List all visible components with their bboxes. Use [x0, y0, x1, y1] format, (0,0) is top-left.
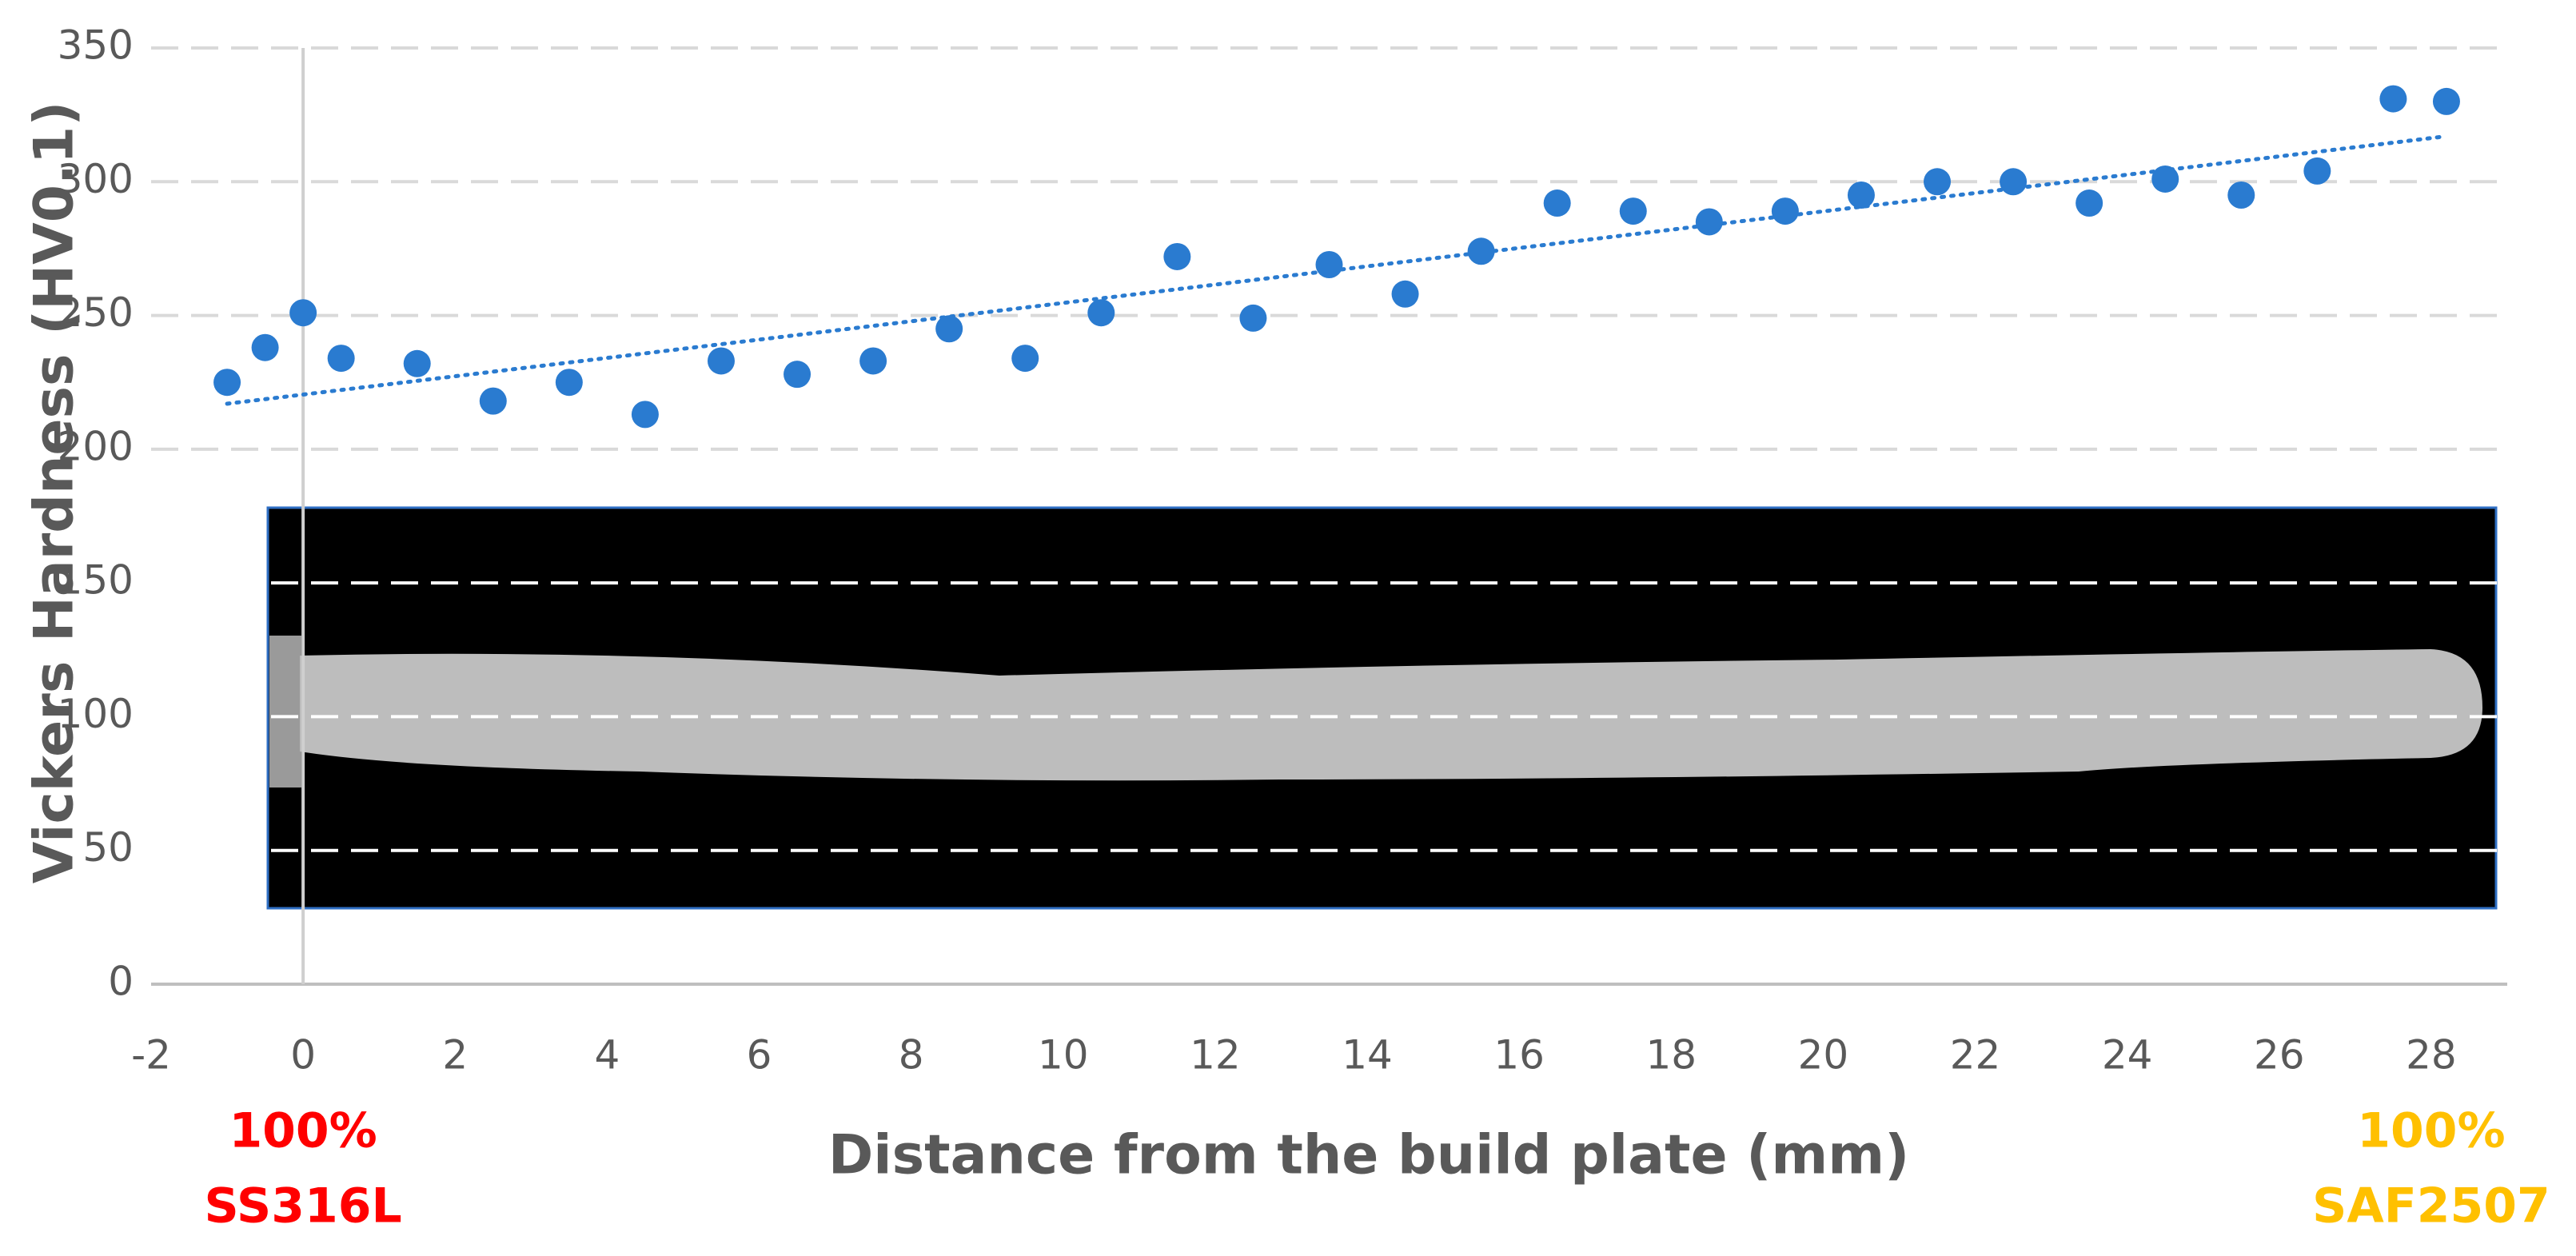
specimen [300, 649, 2482, 781]
x-tick-label: 6 [747, 1032, 772, 1079]
data-point [2432, 87, 2460, 115]
data-point [1619, 197, 1647, 225]
x-tick-label: 24 [2102, 1032, 2153, 1079]
data-point [784, 361, 811, 389]
x-tick-label: -2 [131, 1032, 171, 1079]
x-tick-label: 26 [2254, 1032, 2305, 1079]
y-tick-label: 150 [58, 557, 134, 604]
annotation: SS316L [205, 1178, 402, 1234]
data-point [1771, 197, 1799, 225]
data-point [859, 347, 887, 375]
data-point [1847, 181, 1875, 209]
data-point [2379, 85, 2407, 113]
data-point [1163, 242, 1191, 270]
x-tick-label: 14 [1342, 1032, 1393, 1079]
data-point [2227, 181, 2255, 209]
data-point [251, 333, 279, 361]
data-point [2000, 168, 2028, 196]
data-point [327, 345, 355, 373]
data-point [707, 347, 735, 375]
x-tick-label: 8 [899, 1032, 924, 1079]
data-point [289, 299, 317, 327]
y-tick-label: 300 [58, 156, 134, 202]
trendline [225, 134, 2449, 406]
data-point [1087, 299, 1115, 327]
x-tick-label: 2 [442, 1032, 468, 1079]
data-point [1543, 189, 1571, 217]
y-tick-label: 350 [58, 22, 134, 69]
x-tick-label: 18 [1645, 1032, 1697, 1079]
x-axis-title: Distance from the build plate (mm) [828, 1124, 1909, 1187]
data-point [631, 401, 659, 429]
x-tick-label: 10 [1038, 1032, 1089, 1079]
data-point [1239, 304, 1267, 332]
x-tick-label: 12 [1190, 1032, 1241, 1079]
y-axis-title: Vickers Hardness (HV0.1) [23, 102, 86, 884]
y-tick-label: 250 [58, 289, 134, 336]
x-tick-label: 4 [594, 1032, 620, 1079]
x-tick-label: 20 [1798, 1032, 1849, 1079]
data-point [479, 387, 507, 415]
annotation: 100% [2357, 1103, 2505, 1159]
data-point [2303, 157, 2331, 185]
x-tick-label: 0 [290, 1032, 316, 1079]
data-point [1924, 168, 1952, 196]
specimen-base [269, 636, 301, 787]
annotation: SAF2507 [2312, 1178, 2550, 1234]
x-tick-label: 16 [1493, 1032, 1545, 1079]
annotation: 100% [229, 1103, 377, 1159]
y-tick-label: 100 [58, 691, 134, 737]
x-tick-label: 28 [2406, 1032, 2457, 1079]
data-point [1695, 208, 1723, 236]
data-point [403, 349, 431, 377]
data-point [1315, 251, 1343, 279]
data-point [555, 369, 583, 397]
data-point [1011, 345, 1039, 373]
micrograph [266, 506, 2498, 910]
data-point [935, 315, 963, 343]
data-point [2151, 165, 2179, 193]
data-point [213, 369, 241, 397]
data-point [2076, 189, 2103, 217]
y-tick-label: 200 [58, 423, 134, 469]
y-tick-label: 50 [82, 824, 134, 871]
data-point [1391, 280, 1419, 308]
data-point [1467, 237, 1495, 265]
x-tick-label: 22 [1950, 1032, 2001, 1079]
y-tick-label: 0 [108, 959, 134, 1005]
